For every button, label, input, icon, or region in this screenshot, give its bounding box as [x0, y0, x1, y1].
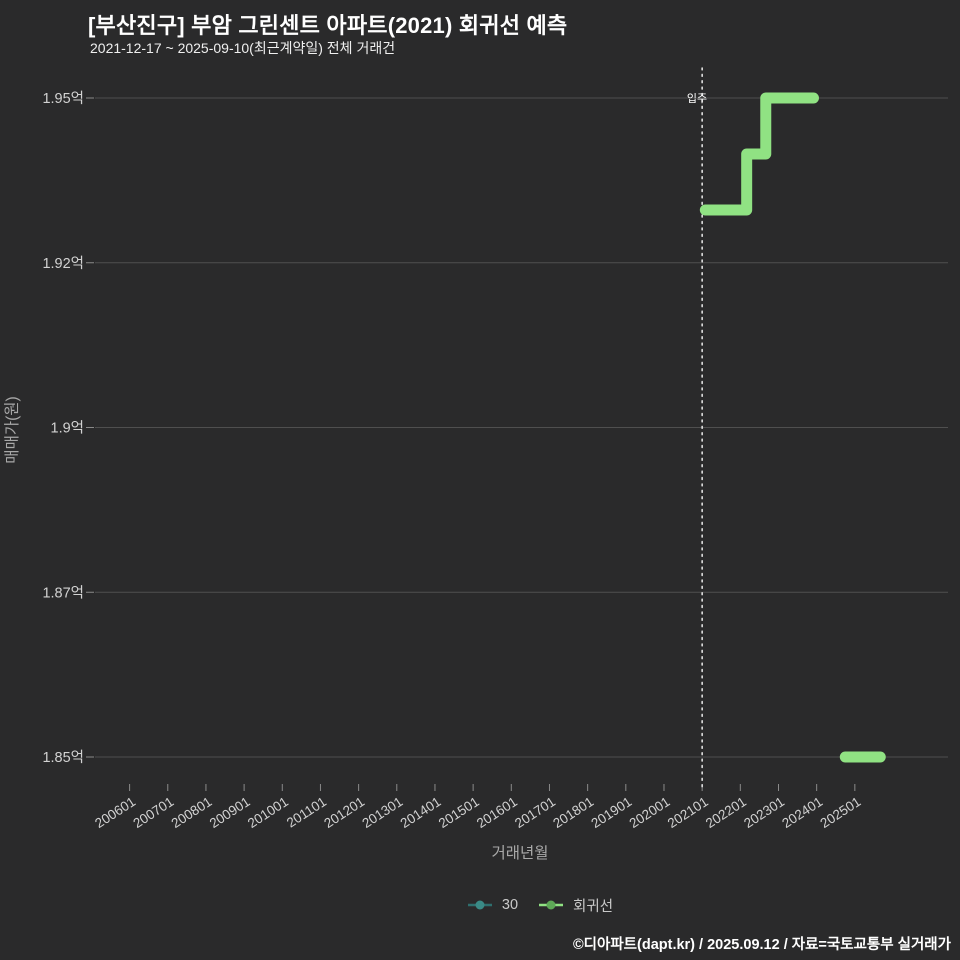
x-tick-label: 201901	[588, 794, 634, 831]
chart-title: [부산진구] 부암 그린센트 아파트(2021) 회귀선 예측	[88, 13, 568, 38]
x-tick-label: 201401	[398, 794, 444, 831]
x-tick-label: 200701	[130, 794, 176, 831]
legend-label-regression: 회귀선	[573, 898, 614, 915]
y-tick-label: 1.87억	[42, 584, 84, 601]
legend-marker-30-icon	[467, 900, 492, 910]
x-tick-label: 201501	[436, 794, 482, 831]
legend-marker-regression-icon	[539, 900, 564, 910]
y-tick-label: 1.9억	[51, 420, 85, 437]
legend-dot-regression	[546, 900, 556, 910]
x-tick-label: 202501	[818, 794, 864, 831]
legend-item-regression[interactable]: 회귀선	[538, 895, 613, 916]
x-tick-label: 201101	[284, 794, 329, 831]
x-tick-label: 201701	[512, 794, 558, 831]
footer-credit: ©디아파트(dapt.kr) / 2025.09.12 / 자료=국토교통부 실…	[572, 937, 951, 953]
move-in-label: 입주	[687, 92, 707, 105]
x-tick-label: 201201	[321, 794, 367, 831]
legend-dot-30	[475, 900, 485, 910]
y-tick-label: 1.85억	[42, 749, 84, 766]
x-tick-label: 201001	[245, 794, 291, 831]
chart-subtitle: 2021-12-17 ~ 2025-09-10(최근계약일) 전체 거래건	[90, 40, 396, 56]
legend: 30 회귀선	[120, 894, 960, 916]
x-axis-title: 거래년월	[491, 844, 548, 862]
x-tick-label: 202401	[779, 794, 825, 831]
x-tick-label: 200601	[92, 794, 138, 831]
y-tick-label: 1.92억	[42, 255, 84, 272]
y-tick-label: 1.95억	[42, 90, 84, 107]
x-tick-label: 201801	[550, 794, 596, 831]
x-tick-label: 201301	[359, 794, 405, 831]
legend-item-30[interactable]: 30	[467, 897, 518, 913]
x-tick-label: 202301	[741, 794, 787, 831]
x-tick-label: 202201	[703, 794, 749, 831]
series-회귀선-line	[699, 92, 819, 216]
x-tick-label: 201601	[474, 794, 520, 831]
x-tick-label: 200901	[207, 794, 253, 831]
legend-label-30: 30	[501, 897, 519, 913]
x-tick-label: 200801	[169, 794, 215, 831]
x-tick-label: 202001	[627, 794, 673, 831]
y-axis-title: 매매가(원)	[3, 396, 21, 463]
x-tick-label: 202101	[665, 794, 711, 831]
